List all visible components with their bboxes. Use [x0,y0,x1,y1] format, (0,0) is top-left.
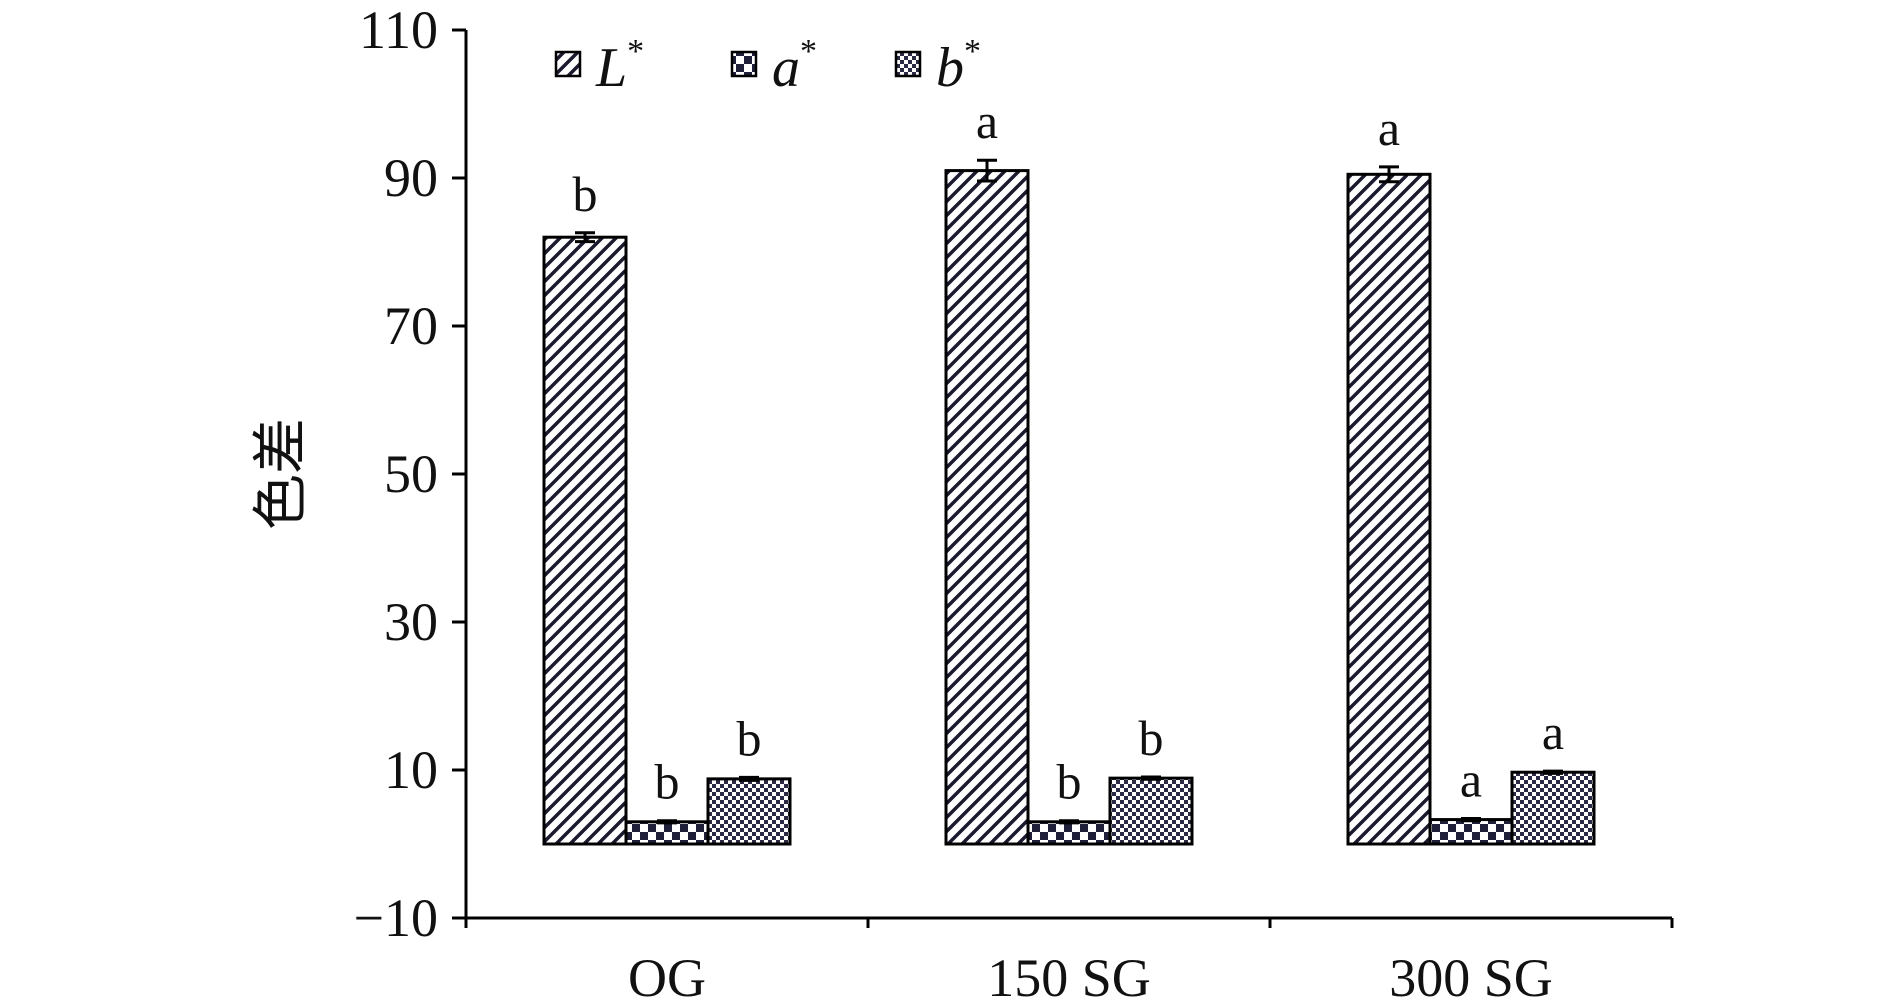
legend-swatch-L [554,50,582,78]
y-tick-label: 30 [384,592,438,652]
legend-label-b: b* [936,33,981,99]
significance-letter: a [976,93,998,149]
significance-letter: a [1542,704,1564,760]
significance-letter: b [737,710,762,766]
y-ticks: 110 90 70 50 30 10 −10 [354,0,466,948]
y-tick-label: 90 [384,148,438,208]
y-tick-label: 110 [359,0,438,60]
bar-L-1 [944,169,1030,846]
significance-letter: b [655,754,680,810]
significance-letter: b [1057,754,1082,810]
bar-L-0 [542,235,628,846]
bar-a-2 [1428,818,1514,846]
legend-series-name: b [936,37,964,99]
bar-b-0 [706,777,792,846]
y-tick-label: −10 [354,888,438,948]
significance-letter: a [1460,751,1482,807]
bar-b-2 [1510,770,1596,846]
error-bars [575,158,1563,825]
y-tick-label: 70 [384,296,438,356]
bars [542,169,1596,846]
y-tick-label: 10 [384,740,438,800]
significance-labels: b b b a b b a a a [573,93,1565,809]
legend-series-name: L [595,37,627,99]
legend-series-superscript: * [627,33,644,70]
legend-series-name: a [772,37,800,99]
legend-series-superscript: * [964,33,981,70]
significance-letter: b [573,166,598,222]
x-category-label: 300 SG [1389,948,1553,1006]
category-labels: OG 150 SG 300 SG [628,948,1553,1006]
legend-swatch-b [894,50,922,78]
significance-letter: b [1139,710,1164,766]
y-tick-label: 50 [384,444,438,504]
significance-letter: a [1378,100,1400,156]
y-axis-title-group: 色差 [249,418,314,530]
bar-a-0 [624,820,710,846]
bar-b-1 [1108,776,1194,846]
legend-series-superscript: * [800,33,817,70]
y-axis-title: 色差 [249,418,314,530]
bar-a-1 [1026,820,1112,846]
legend: L* a* b* [554,33,981,99]
legend-swatch-a [730,50,758,78]
legend-label-a: a* [772,33,817,99]
bar-L-2 [1346,172,1432,846]
x-category-label: 150 SG [987,948,1151,1006]
legend-label-L: L* [595,33,644,99]
x-category-label: OG [628,948,706,1006]
